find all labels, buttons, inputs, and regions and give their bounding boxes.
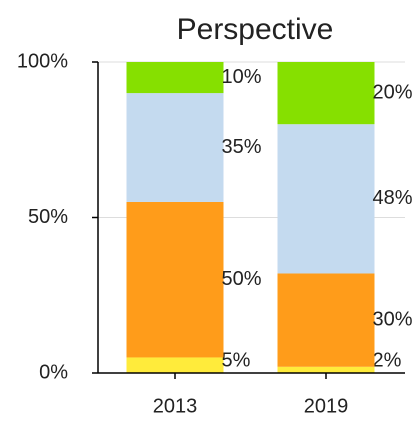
x-tick-label: 2013 <box>153 395 198 417</box>
bar-segment <box>277 273 375 367</box>
bar-segment <box>126 62 224 94</box>
bar-segment <box>277 62 375 125</box>
data-label: 10% <box>222 66 262 88</box>
bar-segment <box>277 124 375 274</box>
y-tick-label: 0% <box>39 361 68 383</box>
bar-segment <box>126 201 224 358</box>
bar-segment <box>126 93 224 202</box>
data-label: 50% <box>222 268 262 290</box>
x-tick-label: 2019 <box>304 395 349 417</box>
y-tick-label: 50% <box>28 206 68 228</box>
y-tick-label: 100% <box>17 50 68 72</box>
data-label: 35% <box>222 136 262 158</box>
bar-segment <box>126 357 224 373</box>
data-label: 30% <box>373 308 413 330</box>
data-label: 48% <box>373 187 413 209</box>
bar-segment <box>277 366 375 373</box>
data-label: 20% <box>373 81 413 103</box>
data-label: 5% <box>222 349 251 371</box>
chart-title: Perspective <box>177 13 334 46</box>
data-label: 2% <box>373 349 402 371</box>
